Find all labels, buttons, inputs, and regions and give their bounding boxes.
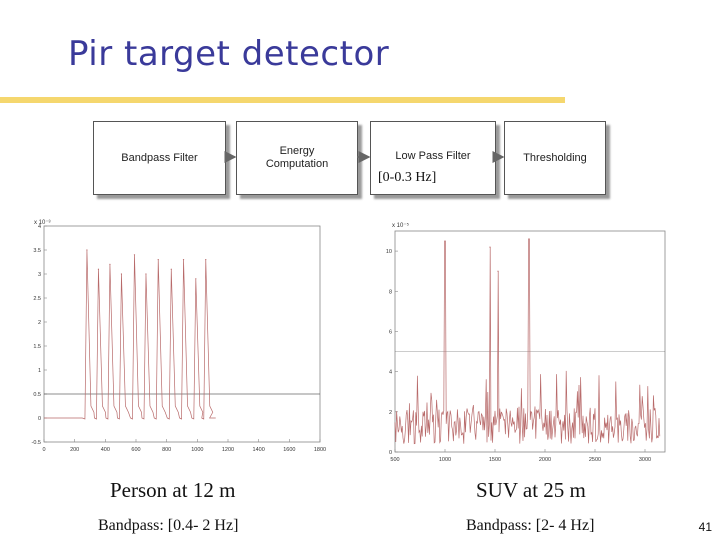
y-tick-label: 8 <box>389 289 392 295</box>
peak-point <box>145 273 147 275</box>
block-bandpass-label: Bandpass Filter <box>121 151 198 164</box>
x-tick-label: 1400 <box>253 447 265 453</box>
x-tick-label: 1000 <box>439 457 451 463</box>
x-tick-label: 1200 <box>222 447 234 453</box>
y-tick-label: 2 <box>389 410 392 416</box>
x-tick-label: 3000 <box>639 457 651 463</box>
y-tick-label: 0 <box>38 416 41 422</box>
caption-person: Person at 12 m <box>110 478 236 502</box>
caption-suv: SUV at 25 m <box>476 478 586 502</box>
x-tick-label: 200 <box>70 447 79 453</box>
peak-point <box>489 246 491 248</box>
block-thresholding: Thresholding <box>504 121 606 195</box>
x-tick-label: 1500 <box>489 457 501 463</box>
x-tick-label: 400 <box>101 447 110 453</box>
y-tick-label: 0 <box>389 450 392 456</box>
exponent-label: x 10⁻⁵ <box>392 222 410 229</box>
slide-title: Pir target detector <box>68 34 390 74</box>
x-tick-label: 600 <box>131 447 140 453</box>
block-energy-computation: Energy Computation <box>236 121 358 195</box>
block-energy-label: Energy Computation <box>265 145 329 170</box>
y-tick-label: 1.5 <box>33 344 41 350</box>
exponent-label: x 10⁻³ <box>34 220 51 226</box>
peak-point <box>497 270 499 272</box>
block-threshold-label: Thresholding <box>523 151 587 164</box>
plot-suv: x 10⁻⁵ 0 2 4 6 8 10 500 1000 1500 2000 2500 3000 <box>386 222 666 463</box>
lowpass-band-note: [0-0.3 Hz] <box>378 170 437 185</box>
subcaption-person: Bandpass: [0.4- 2 Hz] <box>98 517 239 534</box>
y-tick-label: 3 <box>38 272 41 278</box>
peak-point <box>182 259 185 261</box>
block-low-pass-filter: Low Pass Filter <box>370 121 496 195</box>
peak-point <box>528 238 530 240</box>
signal-trace <box>44 249 216 420</box>
peak-point <box>97 268 100 270</box>
peak-point <box>205 259 207 261</box>
y-tick-label: 3.5 <box>33 248 41 254</box>
x-tick-label: 2000 <box>539 457 551 463</box>
peak-point <box>109 263 111 265</box>
x-tick-label: 0 <box>42 447 45 453</box>
peak-point <box>444 240 446 242</box>
block-lowpass-label: Low Pass Filter <box>395 150 471 162</box>
y-tick-label: 2.5 <box>33 296 41 302</box>
y-tick-label: 6 <box>389 329 392 335</box>
peak-point <box>133 254 136 256</box>
x-tick-label: 1800 <box>314 447 326 453</box>
x-tick-label: 1600 <box>283 447 295 453</box>
subcaption-suv: Bandpass: [2- 4 Hz] <box>466 517 595 534</box>
plot-person: x 10⁻³-0.500.511.522.533.540 200 400 600 800… <box>32 220 327 453</box>
peak-point <box>195 278 197 280</box>
x-tick-label: 1000 <box>191 447 203 453</box>
page-number: 41 <box>698 520 712 534</box>
peak-point <box>120 273 123 275</box>
y-tick-label: 1 <box>38 368 41 374</box>
x-tick-label: 500 <box>390 457 399 463</box>
peak-point <box>170 268 172 270</box>
peak-point <box>86 249 88 251</box>
y-tick-label: 4 <box>38 224 41 230</box>
peak-point <box>157 259 159 261</box>
x-tick-label: 2500 <box>589 457 601 463</box>
y-tick-label: 4 <box>389 370 392 376</box>
y-tick-label: 2 <box>38 320 41 326</box>
y-tick-label: 0.5 <box>33 392 41 398</box>
title-underline <box>0 97 565 103</box>
y-tick-label: 10 <box>386 249 392 255</box>
y-tick-label: -0.5 <box>32 440 41 446</box>
block-bandpass-filter: Bandpass Filter <box>93 121 226 195</box>
x-tick-label: 800 <box>162 447 171 453</box>
signal-trace <box>394 238 661 445</box>
